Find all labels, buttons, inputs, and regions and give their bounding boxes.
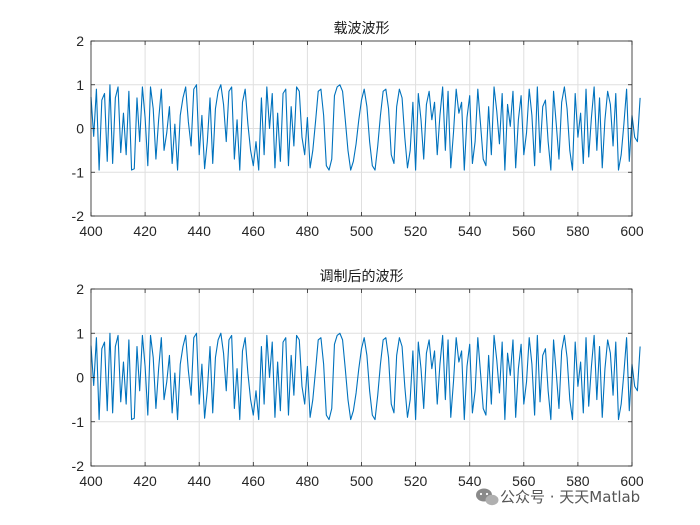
x-tick-label: 440 [188, 473, 212, 489]
series-line [90, 332, 641, 421]
y-tick-label: 0 [76, 121, 84, 137]
watermark: 公众号 · 天天Matlab [476, 488, 640, 506]
series-line [90, 84, 641, 171]
x-tick-label: 580 [566, 223, 590, 239]
x-tick-label: 520 [404, 223, 428, 239]
x-tick-label: 580 [566, 473, 590, 489]
watermark-text: 公众号 · 天天Matlab [500, 488, 640, 506]
x-tick-label: 540 [458, 223, 482, 239]
x-tick-label: 600 [620, 473, 644, 489]
y-tick-label: 2 [76, 33, 84, 49]
x-tick-label: 460 [242, 473, 266, 489]
x-tick-label: 500 [350, 223, 374, 239]
y-tick-label: 0 [76, 370, 84, 386]
chart-title: 载波波形 [334, 21, 390, 37]
x-tick-label: 400 [79, 473, 103, 489]
x-tick-label: 400 [79, 223, 103, 239]
x-tick-label: 480 [296, 223, 320, 239]
y-tick-label: -2 [72, 208, 85, 224]
x-tick-label: 500 [350, 473, 374, 489]
x-tick-label: 440 [188, 223, 212, 239]
y-tick-label: 1 [76, 325, 84, 341]
x-tick-label: 600 [620, 223, 644, 239]
wechat-icon [476, 488, 499, 506]
x-tick-label: 420 [133, 473, 157, 489]
x-tick-label: 520 [404, 473, 428, 489]
x-tick-label: 560 [512, 473, 536, 489]
chart-title: 调制后的波形 [320, 269, 404, 285]
y-tick-label: -1 [72, 414, 85, 430]
y-tick-label: 1 [76, 77, 84, 93]
x-tick-label: 460 [242, 223, 266, 239]
y-tick-label: -2 [72, 458, 85, 474]
x-tick-label: 540 [458, 473, 482, 489]
chart-carrier-waveform: 400 420 440 460 480 500 520 540 560 580 600 -2 -1 0 1 2… [72, 21, 644, 239]
x-tick-label: 480 [296, 473, 320, 489]
x-tick-label: 420 [133, 223, 157, 239]
chart-modulated-waveform: 400 420 440 460 480 500 520 540 560 580 600 -2 -1 0 1 2… [72, 269, 644, 489]
y-tick-label: -1 [72, 164, 85, 180]
y-tick-label: 2 [76, 281, 84, 297]
x-tick-label: 560 [512, 223, 536, 239]
